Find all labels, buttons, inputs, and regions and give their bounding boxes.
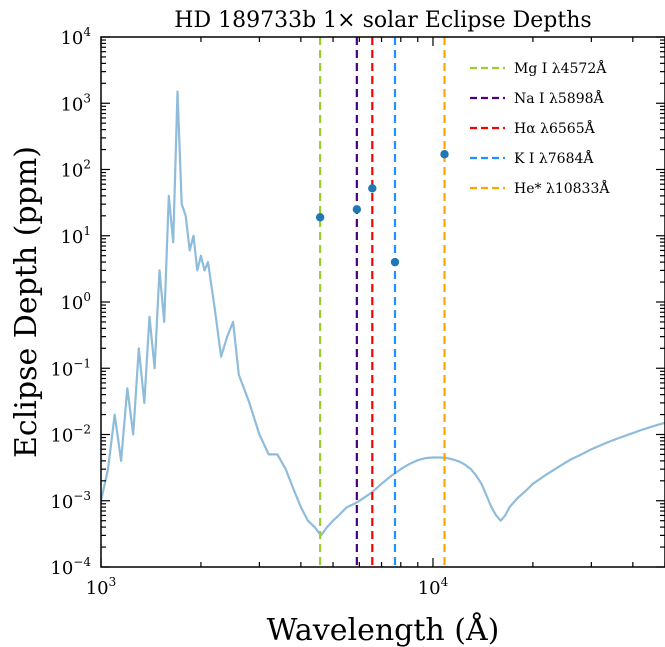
spectrum-layer [101, 90, 665, 537]
y-tick-label-0: 10−4 [50, 555, 91, 579]
y-tick-label-4: 100 [60, 290, 91, 314]
eclipse-depth-point-3 [390, 257, 400, 267]
y-tick-label-5: 101 [60, 224, 91, 248]
legend: Mg I λ4572Å Na I λ5898Å Hα λ6565Å K I λ7684… [470, 59, 610, 197]
eclipse-depth-point-1 [352, 205, 362, 214]
legend-label-2: Hα λ6565Å [514, 119, 596, 137]
x-axis-label: Wavelength (Å) [267, 612, 500, 647]
eclipse-depth-point-4 [440, 150, 449, 159]
x-tick-label-1: 104 [418, 575, 449, 599]
legend-label-4: He* λ10833Å [514, 179, 610, 197]
plot-clip-group [101, 37, 665, 567]
spectrum-line [101, 90, 665, 537]
y-tick-label-7: 103 [60, 91, 91, 115]
line-markers-layer [319, 37, 446, 567]
chart-title: HD 189733b 1× solar Eclipse Depths [174, 8, 591, 33]
eclipse-depth-point-2 [368, 184, 377, 193]
legend-label-3: K I λ7684Å [514, 149, 594, 167]
legend-label-1: Na I λ5898Å [514, 89, 605, 107]
y-tick-label-1: 10−3 [50, 489, 91, 513]
y-axis-label: Eclipse Depth (ppm) [9, 146, 44, 458]
eclipse-depth-point-0 [315, 213, 325, 222]
points-layer [315, 150, 449, 267]
ticks-layer: 10−4 10−3 10−2 10−1 100 101 102 103 104 103 104 [50, 25, 665, 599]
plot-frame [100, 36, 665, 568]
y-tick-label-2: 10−2 [50, 423, 91, 447]
y-tick-label-8: 104 [60, 25, 91, 49]
y-tick-label-6: 102 [60, 158, 91, 182]
legend-label-0: Mg I λ4572Å [514, 59, 607, 77]
y-tick-label-3: 10−1 [50, 356, 91, 380]
x-tick-label-0: 103 [86, 575, 117, 599]
